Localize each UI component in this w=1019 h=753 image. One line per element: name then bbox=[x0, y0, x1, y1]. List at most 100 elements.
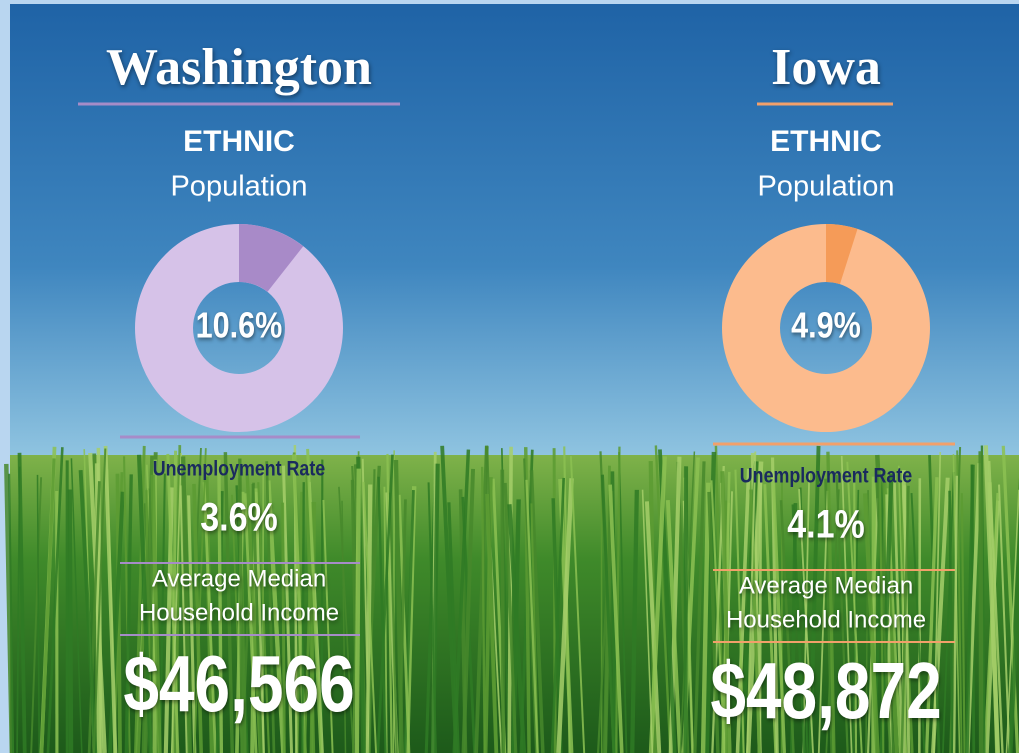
corn-leaf bbox=[892, 473, 904, 753]
corn-leaf bbox=[600, 474, 616, 753]
corn-leaf bbox=[305, 474, 316, 753]
corn-leaf bbox=[136, 454, 153, 753]
donut-label: 10.6% bbox=[196, 306, 283, 346]
corn-leaf bbox=[500, 469, 506, 753]
corn-leaf bbox=[461, 468, 476, 753]
corn-leaf bbox=[123, 456, 131, 753]
corn-leaf bbox=[933, 452, 942, 753]
corn-leaf bbox=[928, 455, 941, 753]
corn-leaf bbox=[700, 482, 711, 753]
corn-leaf bbox=[245, 473, 262, 753]
corn-leaf bbox=[641, 489, 654, 753]
corn-leaf bbox=[480, 466, 486, 753]
corn-leaf bbox=[693, 461, 706, 753]
corn-leaf bbox=[817, 490, 829, 753]
corn-leaf bbox=[92, 448, 107, 753]
corn-leaf bbox=[8, 473, 15, 753]
corn-leaf bbox=[683, 466, 689, 753]
income-label: Average Median bbox=[152, 565, 326, 592]
corn-leaf bbox=[88, 452, 107, 753]
corn-leaf bbox=[771, 480, 787, 753]
corn-leaf bbox=[240, 482, 255, 753]
corn-leaf bbox=[648, 456, 667, 753]
corn-leaf bbox=[897, 465, 908, 753]
corn-leaf bbox=[430, 463, 440, 753]
income-label: Household Income bbox=[726, 606, 926, 633]
corn-leaf bbox=[265, 461, 276, 753]
corn-leaf bbox=[779, 500, 795, 753]
corn-leaf bbox=[507, 504, 527, 753]
corn-leaf bbox=[341, 500, 347, 753]
donut-label: 4.9% bbox=[791, 306, 861, 346]
corn-leaf bbox=[134, 445, 146, 753]
corn-leaf bbox=[141, 455, 154, 753]
subheading: Population bbox=[170, 171, 307, 203]
income-value: $46,566 bbox=[123, 639, 354, 728]
corn-leaf bbox=[720, 471, 732, 753]
corn-leaf bbox=[187, 495, 197, 753]
corn-leaf bbox=[36, 474, 40, 753]
corn-leaf bbox=[388, 492, 398, 753]
corn-leaf bbox=[193, 448, 207, 753]
corn-leaf bbox=[180, 456, 192, 753]
corn-leaf bbox=[377, 476, 387, 753]
corn-leaf bbox=[835, 474, 849, 753]
donut-segment bbox=[826, 224, 858, 285]
corn-leaf bbox=[960, 493, 966, 753]
corn-leaf bbox=[223, 452, 234, 753]
corn-leaf bbox=[1001, 445, 1019, 753]
content: Washington ETHNIC Population 10.6% Unemploym… bbox=[78, 39, 955, 736]
corn-leaf bbox=[826, 451, 836, 753]
corn-leaf bbox=[202, 482, 217, 753]
corn-leaf bbox=[217, 459, 224, 753]
corn-leaf bbox=[78, 470, 98, 753]
corn-leaf bbox=[440, 445, 459, 753]
corn-leaf bbox=[707, 491, 720, 753]
corn-leaf bbox=[238, 458, 244, 753]
corn-leaf bbox=[910, 492, 926, 753]
corn-leaf bbox=[885, 494, 892, 753]
corn-leaf bbox=[556, 478, 574, 753]
corn-leaf bbox=[30, 477, 43, 753]
corn-leaf bbox=[4, 463, 15, 753]
corn-leaf bbox=[840, 455, 853, 753]
corn-leaf bbox=[746, 451, 757, 753]
state-panel: Washington ETHNIC Population 10.6% Unemploym… bbox=[78, 39, 400, 729]
corn-leaf bbox=[902, 485, 911, 753]
income-label: Average Median bbox=[739, 572, 913, 599]
unemployment-label: Unemployment Rate bbox=[153, 457, 326, 481]
corn-leaf bbox=[354, 468, 362, 753]
corn-leaf bbox=[70, 458, 83, 753]
corn-leaf bbox=[281, 465, 294, 753]
corn-leaf bbox=[878, 470, 885, 753]
corn-stalks bbox=[4, 444, 1019, 753]
corn-leaf bbox=[170, 452, 182, 753]
corn-leaf bbox=[243, 493, 258, 753]
unemployment-label: Unemployment Rate bbox=[740, 464, 913, 488]
corn-leaf bbox=[900, 485, 910, 753]
state-name: Washington bbox=[106, 39, 372, 96]
corn-leaf bbox=[322, 499, 334, 753]
corn-leaf bbox=[386, 453, 393, 753]
corn-leaf bbox=[150, 474, 162, 753]
corn-leaf bbox=[529, 470, 545, 753]
corn-leaf bbox=[485, 493, 499, 753]
heading: ETHNIC bbox=[183, 125, 295, 158]
corn-leaf bbox=[40, 458, 56, 753]
corn-leaf bbox=[523, 458, 538, 753]
corn-leaf bbox=[983, 445, 1001, 753]
subheading: Population bbox=[757, 171, 894, 203]
unemployment-value: 4.1% bbox=[787, 501, 864, 546]
corn-leaf bbox=[338, 486, 355, 753]
corn-leaf bbox=[735, 468, 751, 753]
unemployment-value: 3.6% bbox=[200, 494, 277, 539]
corn-leaf bbox=[393, 459, 404, 753]
corn-leaf bbox=[924, 477, 939, 753]
state-panel: Iowa ETHNIC Population 4.9% Unemployment Rat… bbox=[710, 39, 955, 736]
corn-leaf bbox=[301, 482, 305, 753]
corn-leaf bbox=[368, 469, 376, 753]
corn-leaf bbox=[362, 481, 378, 753]
corn-leaf bbox=[266, 480, 286, 753]
corn-leaf bbox=[103, 445, 118, 753]
